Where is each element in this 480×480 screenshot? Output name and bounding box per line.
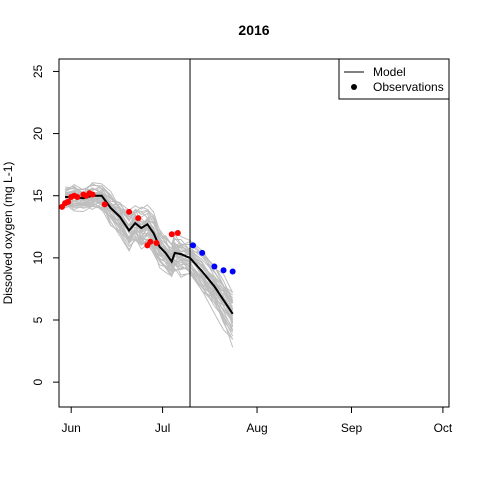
x-tick-label: Jul <box>155 421 170 435</box>
observation-point <box>168 231 175 238</box>
ensemble-member-line <box>64 187 234 309</box>
ensemble-member-line <box>65 193 234 327</box>
observation-point <box>199 249 206 256</box>
legend-model-label: Model <box>373 65 406 79</box>
ensemble-member-line <box>65 201 234 332</box>
y-tick-label: 10 <box>31 251 45 265</box>
x-tick-label: Jun <box>62 421 81 435</box>
ensemble-member-line <box>64 202 234 328</box>
legend-box <box>338 58 450 100</box>
ensemble-member-line <box>64 184 234 293</box>
observations-layer <box>59 190 236 275</box>
x-axis: Jun Jul Aug Sep Oct <box>62 406 453 435</box>
y-tick-label: 25 <box>31 64 45 78</box>
legend-observations-symbol <box>351 84 357 90</box>
y-tick-label: 20 <box>31 127 45 141</box>
legend-observations-label: Observations <box>373 80 444 94</box>
x-tick-label: Sep <box>341 421 363 435</box>
model-line-layer <box>65 194 234 315</box>
ensemble-members <box>64 182 234 348</box>
observation-point <box>74 193 81 200</box>
model-line <box>65 194 234 315</box>
observation-point <box>229 268 236 275</box>
x-tick-label: Aug <box>246 421 267 435</box>
x-tick-label: Oct <box>434 421 453 435</box>
observation-point <box>135 215 142 222</box>
y-axis-label: Dissolved oxygen (mg L-1) <box>1 162 15 305</box>
y-tick-label: 5 <box>31 316 45 323</box>
ensemble-member-line <box>64 182 234 302</box>
observation-point <box>147 238 154 245</box>
y-tick-label: 0 <box>31 378 45 385</box>
observation-point <box>211 263 218 270</box>
ensemble-member-line <box>64 190 234 311</box>
observation-point <box>126 208 133 215</box>
y-tick-label: 15 <box>31 189 45 203</box>
observation-point <box>65 198 72 205</box>
observation-point <box>174 230 181 236</box>
y-axis: 0 5 10 15 20 25 <box>31 64 60 385</box>
legend: Model Observations <box>338 58 450 100</box>
observation-point <box>89 191 96 198</box>
ensemble-member-line <box>64 185 233 293</box>
observation-point <box>190 242 197 249</box>
chart-title: 2016 <box>238 22 269 38</box>
observation-point <box>101 201 108 208</box>
observation-point <box>220 267 227 274</box>
observation-point <box>153 239 160 246</box>
